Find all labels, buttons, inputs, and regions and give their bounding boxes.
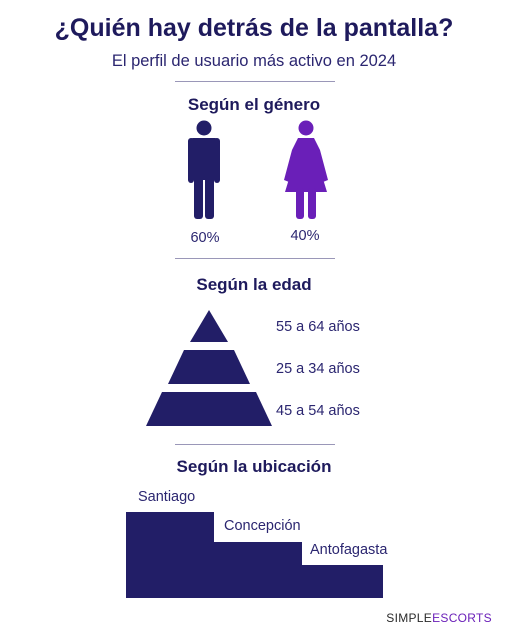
brand-part-escorts: ESCORTS	[432, 611, 492, 625]
location-podium-first	[126, 512, 214, 598]
male-figure-icon	[188, 120, 220, 219]
divider-age	[175, 444, 335, 445]
location-section-title: Según la ubicación	[176, 457, 332, 476]
brand-part-simple: SIMPLE	[386, 611, 433, 625]
divider-top	[175, 81, 335, 82]
brand-logo: SIMPLEESCORTS	[386, 611, 492, 625]
pyramid-level-middle	[168, 350, 250, 384]
gender-section-title: Según el género	[187, 95, 321, 114]
female-percent: 40%	[290, 228, 320, 244]
pyramid-level-top	[190, 310, 228, 342]
pyramid-level-bottom	[146, 392, 272, 426]
age-pyramid	[146, 310, 272, 426]
female-figure-icon	[284, 120, 328, 219]
page-subtitle: El perfil de usuario más activo en 2024	[111, 52, 397, 70]
location-podium-third	[302, 565, 383, 598]
age-label-top: 55 a 64 años	[276, 319, 360, 335]
age-label-middle: 25 a 34 años	[276, 361, 360, 377]
location-label-second: Concepción	[224, 518, 301, 534]
location-label-first: Santiago	[138, 489, 196, 505]
location-label-third: Antofagasta	[310, 542, 388, 558]
male-percent: 60%	[190, 230, 220, 246]
location-podium-second	[214, 542, 302, 598]
age-label-bottom: 45 a 54 años	[276, 403, 360, 419]
age-section-title: Según la edad	[196, 275, 312, 294]
page-title: ¿Quién hay detrás de la pantalla?	[54, 14, 454, 42]
divider-gender	[175, 258, 335, 259]
